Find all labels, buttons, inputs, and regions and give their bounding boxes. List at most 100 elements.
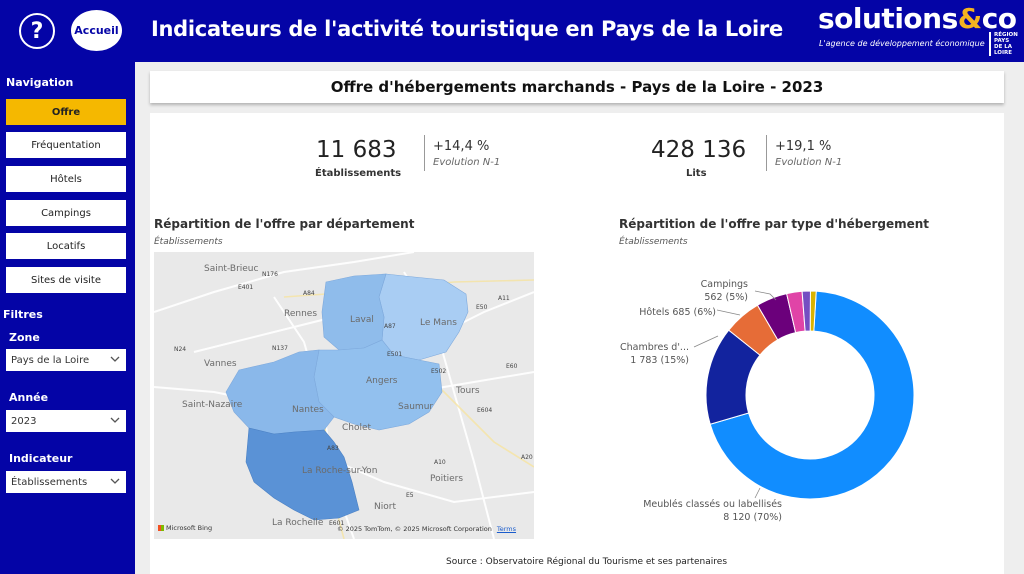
department-map[interactable]: Saint-Brieuc Rennes Vannes Saint-Nazaire… [154, 252, 534, 539]
chevron-down-icon [110, 356, 120, 362]
nav-sites-de-visite-button[interactable]: Sites de visite [6, 267, 126, 293]
map-road-e50: E50 [476, 304, 488, 311]
kpi-divider [424, 135, 425, 171]
kpi-divider [766, 135, 767, 171]
donut-label-chambres: Chambres d'... 1 783 (15%) [620, 341, 689, 367]
map-section-title: Répartition de l'offre par département [154, 217, 415, 231]
indicateur-select-value: Établissements [11, 476, 88, 488]
donut-label-chambres-value: 1 783 (15%) [630, 355, 689, 366]
nav-frequentation-button[interactable]: Fréquentation [6, 132, 126, 158]
map-credit-text: © 2025 TomTom, © 2025 Microsoft Corporat… [337, 525, 492, 533]
kpi-etablissements-evolution: +14,4 % [433, 139, 490, 154]
indicateur-select[interactable]: Établissements [6, 471, 126, 493]
indicateur-filter-label: Indicateur [9, 452, 73, 465]
page-title: Offre d'hébergements marchands - Pays de… [150, 71, 1004, 103]
chevron-down-icon [110, 417, 120, 423]
kpi-etablissements-evolution-label: Evolution N-1 [433, 157, 501, 168]
map-road-e60: E60 [506, 363, 518, 370]
help-button[interactable]: ? [19, 13, 55, 49]
windows-logo-icon [158, 525, 164, 531]
kpi-lits-evolution: +19,1 % [775, 139, 832, 154]
donut-slices [705, 290, 915, 500]
chevron-down-icon [110, 478, 120, 484]
zone-select-value: Pays de la Loire [11, 354, 90, 366]
map-section-subtitle: Établissements [154, 237, 223, 247]
zone-select[interactable]: Pays de la Loire [6, 349, 126, 371]
app-title: Indicateurs de l'activité touristique en… [151, 17, 783, 41]
kpi-lits-value: 428 136 [651, 137, 747, 163]
map-road-a11: A11 [498, 295, 510, 302]
annee-select[interactable]: 2023 [6, 410, 126, 432]
map-city-angers: Angers [366, 376, 398, 386]
zone-filter-label: Zone [9, 331, 40, 344]
question-mark-icon: ? [30, 18, 44, 44]
map-terms-link[interactable]: Terms [496, 525, 517, 533]
logo-word2: co [981, 2, 1017, 35]
donut-label-chambres-name: Chambres d'... [620, 342, 689, 353]
kpi-etablissements-value: 11 683 [316, 137, 397, 163]
map-credit: © 2025 TomTom, © 2025 Microsoft Corporat… [337, 525, 516, 533]
donut-label-meubles: Meublés classés ou labellisés 8 120 (70%… [643, 498, 782, 524]
map-city-tours: Tours [455, 386, 480, 396]
donut-label-hotels: Hôtels 685 (6%) [639, 306, 716, 319]
map-road-e502: E502 [431, 368, 446, 375]
nav-offre-button[interactable]: Offre [6, 99, 126, 125]
donut-label-meubles-name: Meublés classés ou labellisés [643, 499, 782, 510]
sidebar: Navigation Offre Fréquentation Hôtels Ca… [0, 62, 135, 574]
map-city-la-rochelle: La Rochelle [272, 518, 324, 528]
map-city-nantes: Nantes [292, 405, 324, 415]
nav-locatifs-button[interactable]: Locatifs [6, 233, 126, 259]
kpi-lits-evolution-label: Evolution N-1 [775, 157, 843, 168]
region-loire-atlantique[interactable] [225, 349, 335, 435]
source-note: Source : Observatoire Régional du Touris… [446, 557, 728, 567]
map-canvas: Saint-Brieuc Rennes Vannes Saint-Nazaire… [154, 252, 534, 539]
map-city-poitiers: Poitiers [430, 474, 463, 484]
navigation-title: Navigation [6, 76, 74, 89]
logo-word1: solutions [818, 2, 958, 35]
kpi-lits-label: Lits [686, 168, 707, 179]
map-city-rennes: Rennes [284, 309, 317, 319]
home-button[interactable]: Accueil [71, 10, 122, 51]
donut-label-campings-value: 562 (5%) [704, 292, 748, 303]
logo-tagline: L'agence de développement économique [819, 39, 985, 48]
map-road-e601: E601 [329, 520, 344, 527]
map-city-niort: Niort [374, 502, 396, 512]
map-city-vannes: Vannes [204, 359, 237, 369]
donut-label-hotels-value: 685 (6%) [672, 307, 716, 318]
map-city-saumur: Saumur [398, 402, 433, 412]
donut-leader-lines [693, 290, 777, 499]
map-city-cholet: Cholet [342, 423, 372, 433]
map-road-e604: E604 [477, 407, 492, 414]
nav-campings-button[interactable]: Campings [6, 200, 126, 226]
map-city-laval: Laval [350, 315, 374, 325]
map-road-n176: N176 [262, 271, 278, 278]
nav-hotels-button[interactable]: Hôtels [6, 166, 126, 192]
donut-section-subtitle: Établissements [619, 237, 688, 247]
map-road-a83: A83 [327, 445, 339, 452]
annee-filter-label: Année [9, 391, 49, 404]
kpi-etablissements-label: Établissements [315, 168, 402, 179]
map-road-e5: E5 [406, 492, 414, 499]
region-mayenne[interactable] [321, 273, 387, 351]
donut-label-campings: Campings 562 (5%) [701, 278, 748, 304]
map-road-n137: N137 [272, 345, 288, 352]
app-header: ? Accueil Indicateurs de l'activité tour… [0, 0, 1024, 62]
region-sarthe[interactable] [378, 273, 469, 361]
donut-section-title: Répartition de l'offre par type d'héberg… [619, 217, 930, 231]
map-road-a20: A20 [521, 454, 533, 461]
map-road-e501: E501 [387, 351, 402, 358]
region-logo: RÉGION PAYS DE LA LOIRE [989, 32, 1019, 56]
region-vendee[interactable] [245, 427, 360, 521]
map-provider: Microsoft Bing [166, 524, 213, 532]
donut-slice-6[interactable] [809, 290, 817, 332]
map-road-e401: E401 [238, 284, 253, 291]
map-road-n24: N24 [174, 346, 186, 353]
map-city-saint-brieuc: Saint-Brieuc [204, 264, 259, 274]
donut-slice-0[interactable] [709, 290, 915, 500]
map-city-la-roche-sur-yon: La Roche-sur-Yon [302, 466, 377, 476]
bing-logo: Microsoft Bing [158, 524, 212, 532]
map-city-saint-nazaire: Saint-Nazaire [182, 400, 243, 410]
annee-select-value: 2023 [11, 415, 37, 427]
donut-label-hotels-name: Hôtels [639, 307, 670, 318]
donut-chart[interactable] [600, 270, 930, 530]
